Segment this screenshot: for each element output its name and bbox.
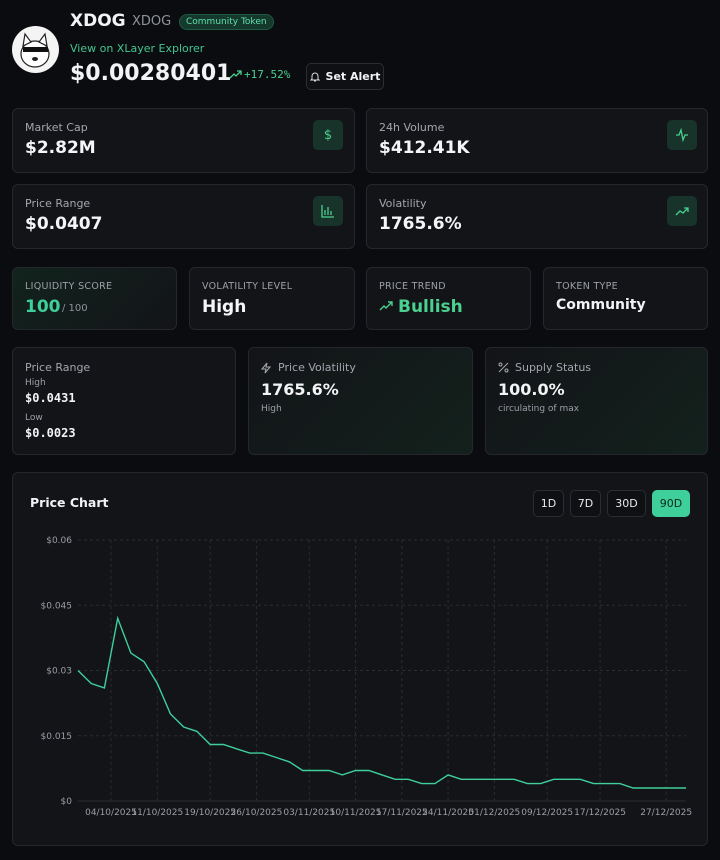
metric-value: Community [556, 297, 646, 313]
detail-sub-label: High [25, 378, 46, 388]
x-tick-label: 17/12/2025 [574, 808, 626, 818]
token-name: XDOG [70, 11, 126, 31]
stat-value: $2.82M [25, 138, 96, 158]
stat-card: Market Cap $2.82M $ [12, 108, 355, 173]
svg-text:$: $ [324, 128, 332, 142]
stat-card: Volatility 1765.6% [366, 184, 708, 249]
range-button[interactable]: 30D [607, 490, 646, 517]
stat-value: $0.0407 [25, 214, 103, 234]
stat-icon [313, 196, 343, 226]
set-alert-button[interactable]: Set Alert [306, 63, 384, 90]
metric-value: 100 [25, 297, 61, 317]
metric-suffix: / 100 [62, 303, 88, 314]
chart-title: Price Chart [30, 495, 109, 510]
metric-label: LIQUIDITY SCORE [25, 281, 113, 292]
stat-label: Price Range [25, 197, 91, 210]
stat-icon [667, 120, 697, 150]
range-button[interactable]: 1D [533, 490, 564, 517]
chart-panel [12, 472, 708, 846]
x-tick-label: 17/11/2025 [376, 808, 428, 818]
detail-title: Price Range [25, 361, 91, 374]
metric-card: TOKEN TYPE Community [543, 267, 708, 330]
detail-title: Price Volatility [278, 361, 356, 374]
x-tick-label: 19/10/2025 [184, 808, 236, 818]
y-tick-label: $0.06 [46, 536, 72, 546]
stat-card: Price Range $0.0407 [12, 184, 355, 249]
stat-label: Market Cap [25, 121, 88, 134]
stat-icon: $ [313, 120, 343, 150]
stat-label: Volatility [379, 197, 427, 210]
detail-note: circulating of max [498, 404, 580, 414]
detail-note: High [261, 404, 282, 414]
avatar-art [20, 32, 50, 68]
trend-icon [379, 301, 393, 311]
detail-high: $0.0431 [25, 391, 76, 405]
metric-label: PRICE TREND [379, 281, 446, 292]
bolt-icon [261, 362, 271, 374]
range-button[interactable]: 90D [652, 490, 690, 517]
detail-value: 100.0% [498, 380, 565, 399]
explorer-link[interactable]: View on XLayer Explorer [70, 42, 205, 55]
token-price: $0.00280401 [70, 61, 232, 86]
detail-value: 1765.6% [261, 380, 339, 399]
bell-icon [309, 72, 320, 82]
token-badge: Community Token [179, 14, 274, 30]
x-tick-label: 26/10/2025 [230, 808, 282, 818]
stat-card: 24h Volume $412.41K [366, 108, 708, 173]
stat-icon [667, 196, 697, 226]
x-tick-label: 09/12/2025 [521, 808, 573, 818]
token-symbol: XDOG [132, 14, 172, 29]
price-change: +17.52% [244, 68, 291, 81]
metric-value: High [202, 297, 247, 317]
range-button[interactable]: 7D [570, 490, 601, 517]
change-icon [229, 70, 242, 79]
stat-value: $412.41K [379, 138, 470, 158]
detail-card: Supply Status 100.0% circulating of max [485, 347, 708, 455]
detail-card: Price Volatility 1765.6% High [248, 347, 473, 455]
metric-label: TOKEN TYPE [556, 281, 618, 292]
detail-title: Supply Status [515, 361, 592, 374]
token-avatar [12, 26, 59, 73]
metric-card: LIQUIDITY SCORE 100 / 100 [12, 267, 177, 330]
metric-label: VOLATILITY LEVEL [202, 281, 293, 292]
y-tick-label: $0.015 [41, 732, 73, 742]
stat-value: 1765.6% [379, 214, 462, 234]
metric-card: VOLATILITY LEVEL High [189, 267, 355, 330]
y-tick-label: $0.03 [46, 667, 72, 677]
detail-sub-label: Low [25, 413, 43, 423]
metric-card: PRICE TREND Bullish [366, 267, 531, 330]
detail-low: $0.0023 [25, 426, 76, 440]
price-line [77, 615, 686, 789]
x-tick-label: 03/11/2025 [283, 808, 335, 818]
stat-label: 24h Volume [379, 121, 445, 134]
detail-card: Price Range High $0.0431 Low $0.0023 [12, 347, 236, 455]
x-tick-label: 10/11/2025 [330, 808, 382, 818]
x-tick-label: 27/12/2025 [640, 808, 692, 818]
x-tick-label: 04/10/2025 [85, 808, 137, 818]
percent-icon [498, 362, 509, 373]
x-tick-label: 11/10/2025 [131, 808, 183, 818]
metric-value: Bullish [398, 297, 463, 317]
x-tick-label: 01/12/2025 [468, 808, 520, 818]
set-alert-label: Set Alert [325, 70, 381, 83]
x-tick-label: 24/11/2025 [422, 808, 474, 818]
y-tick-label: $0.045 [41, 601, 73, 611]
y-tick-label: $0 [61, 797, 73, 807]
